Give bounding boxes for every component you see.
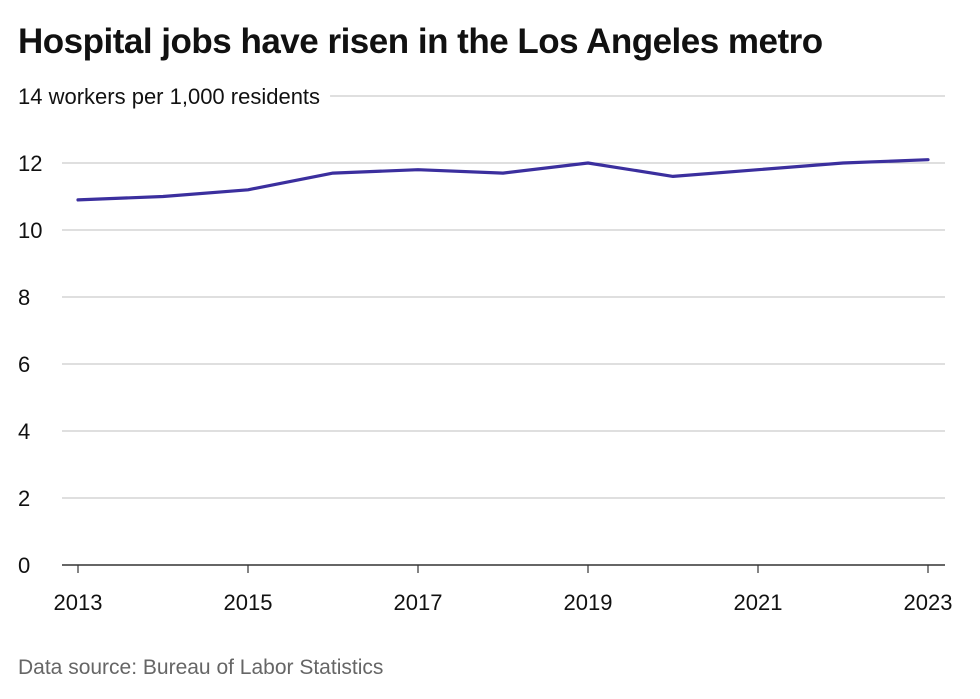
y-tick-label: 6 [18, 352, 30, 377]
series-line [76, 158, 930, 202]
x-tick-label: 2013 [54, 590, 103, 615]
x-axis-ticks: 2013 2015 2017 2019 2021 2023 [54, 565, 953, 615]
y-tick-label: 4 [18, 419, 30, 444]
y-axis-ticks: 0 2 4 6 8 10 12 14 workers per 1,000 residents [18, 84, 320, 578]
x-tick-label: 2015 [224, 590, 273, 615]
chart-title: Hospital jobs have risen in the Los Ange… [18, 22, 823, 61]
y-tick-label: 2 [18, 486, 30, 511]
y-tick-label: 0 [18, 553, 30, 578]
x-tick-label: 2019 [564, 590, 613, 615]
series-lines [76, 158, 930, 202]
x-tick-label: 2023 [904, 590, 953, 615]
data-source-note: Data source: Bureau of Labor Statistics [18, 656, 384, 679]
x-tick-label: 2021 [734, 590, 783, 615]
x-tick-label: 2017 [394, 590, 443, 615]
gridlines [62, 95, 945, 566]
y-tick-label: 14 workers per 1,000 residents [18, 84, 320, 109]
y-tick-label: 10 [18, 218, 42, 243]
y-tick-label: 12 [18, 151, 42, 176]
y-tick-label: 8 [18, 285, 30, 310]
